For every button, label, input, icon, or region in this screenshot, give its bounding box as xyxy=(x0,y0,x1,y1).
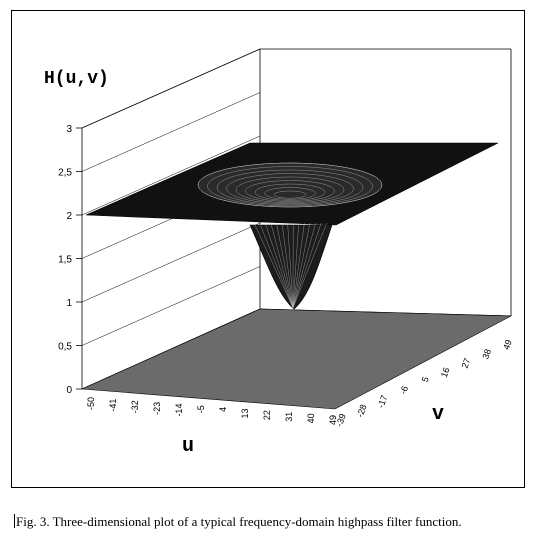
u-tick-label: 13 xyxy=(240,408,250,418)
v-axis-title: v xyxy=(432,403,444,426)
z-tick-label: 0,5 xyxy=(58,342,72,353)
u-tick-label: -50 xyxy=(86,397,96,410)
u-tick-label: -23 xyxy=(152,402,162,415)
z-tick-label: 2 xyxy=(66,211,72,222)
z-axis-ticks: 0 0,5 1 1,5 2 2,5 3 xyxy=(58,124,82,396)
caption-rule xyxy=(14,514,15,528)
z-tick-label: 1,5 xyxy=(58,255,72,266)
filter-dip xyxy=(198,163,382,309)
v-tick-label: 27 xyxy=(460,357,473,370)
caption-text: Three-dimensional plot of a typical freq… xyxy=(53,514,462,529)
v-tick-label: 16 xyxy=(439,366,452,379)
u-tick-label: 40 xyxy=(306,413,316,423)
z-tick-label: 2,5 xyxy=(58,168,72,179)
figure-caption: Fig. 3. Three-dimensional plot of a typi… xyxy=(14,514,534,530)
box-back-top-edge xyxy=(82,49,511,128)
u-tick-label: 31 xyxy=(284,412,294,422)
v-tick-label: -6 xyxy=(398,385,410,396)
z-axis-title: H(u,v) xyxy=(44,69,109,89)
caption-prefix: Fig. 3. xyxy=(16,514,50,529)
u-tick-label: 4 xyxy=(218,407,228,412)
v-tick-label: -39 xyxy=(334,412,348,428)
surface-plot: 0 0,5 1 1,5 2 2,5 3 -50 -41 -32 -23 -14 -5 4 13 22 31 40… xyxy=(12,11,526,489)
v-tick-label: 49 xyxy=(501,338,514,351)
u-tick-label: 22 xyxy=(262,410,272,420)
z-tick-label: 1 xyxy=(66,298,72,309)
u-tick-label: -14 xyxy=(174,404,184,417)
v-tick-label: 38 xyxy=(480,348,493,361)
floor-plane xyxy=(82,309,511,409)
z-gridline xyxy=(82,223,260,302)
v-tick-label: -28 xyxy=(355,403,369,419)
u-tick-label: -41 xyxy=(108,399,118,412)
u-tick-label: -5 xyxy=(196,405,206,413)
z-tick-label: 3 xyxy=(66,124,72,135)
v-tick-label: 5 xyxy=(420,375,431,383)
v-tick-label: -17 xyxy=(376,394,390,410)
u-axis-title: u xyxy=(182,435,194,458)
z-tick-label: 0 xyxy=(66,385,72,396)
figure-frame: 0 0,5 1 1,5 2 2,5 3 -50 -41 -32 -23 -14 -5 4 13 22 31 40… xyxy=(11,10,525,488)
u-tick-label: -32 xyxy=(130,400,140,413)
